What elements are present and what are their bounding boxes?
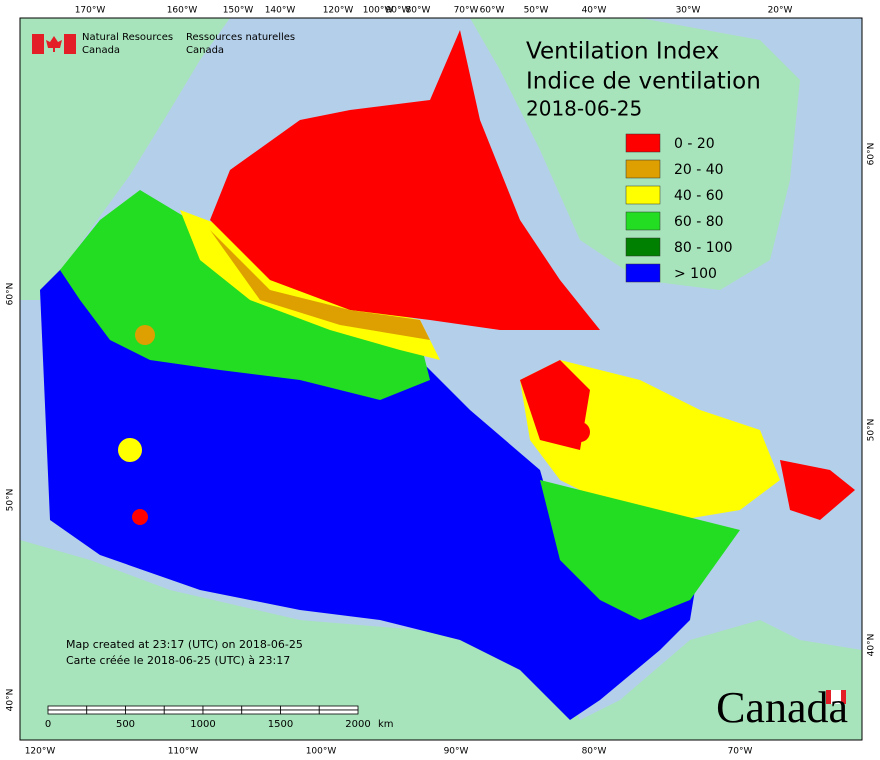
- hotspot: [132, 509, 148, 525]
- graticule-label: 60°W: [480, 6, 505, 16]
- scale-unit: km: [378, 719, 394, 730]
- zone-red-newfoundland: [780, 460, 855, 520]
- title: Indice de ventilation: [526, 69, 761, 95]
- flag-bar: [826, 690, 831, 704]
- scale-tick-label: 500: [116, 719, 135, 730]
- graticule-label: 120°W: [323, 6, 354, 16]
- maple-leaf: [46, 36, 62, 52]
- scale-segment: [241, 705, 281, 711]
- legend-swatch: [625, 263, 661, 283]
- scale-tick-label: 1000: [190, 719, 215, 730]
- graticule-label: 170°W: [75, 6, 106, 16]
- scale-segment: [202, 705, 243, 711]
- legend-swatch: [625, 211, 661, 231]
- scale-segment: [241, 709, 281, 715]
- scale-segment: [280, 705, 320, 711]
- scale-segment: [280, 709, 320, 715]
- scale-segment: [125, 709, 165, 715]
- org-name: Natural Resources: [82, 32, 173, 43]
- graticule-label: 160°W: [167, 6, 198, 16]
- scale-segment: [163, 705, 204, 711]
- graticule-label: 40°N: [867, 634, 877, 657]
- scale-tick-label: 1500: [268, 719, 293, 730]
- zone-red-arctic: [210, 30, 600, 330]
- graticule-label: 100°W: [363, 6, 394, 16]
- graticule-labels: 170°W 160°W 150°W 140°W 120°W 100°W90°W80°W 70…: [6, 6, 877, 757]
- scale-bar: 0 500 1000 1500 2000 km: [45, 705, 394, 730]
- legend-label: 40 - 60: [674, 188, 724, 204]
- alaska: [20, 18, 230, 300]
- legend-swatch: [625, 185, 661, 205]
- scale-tick-label: 2000: [345, 719, 370, 730]
- graticule-label: 60°N: [6, 283, 16, 306]
- scale-segment: [47, 705, 88, 711]
- legend: 0 - 20 20 - 40 40 - 60 60 - 80 80 - 100 > 100: [625, 133, 733, 283]
- wordmark: Canada: [716, 683, 848, 732]
- scale-segment: [86, 709, 126, 715]
- graticule-label: 50°W: [524, 6, 549, 16]
- greenland: [470, 18, 800, 290]
- legend-label: 20 - 40: [674, 162, 724, 178]
- legend-swatch: [625, 237, 661, 257]
- graticule-label: 90°W: [444, 747, 469, 757]
- zone-green-east: [540, 480, 740, 620]
- graticule-label: 40°W: [582, 6, 607, 16]
- graticule-label: 90°W: [386, 6, 411, 16]
- scale-segment: [163, 709, 204, 715]
- scale-segment: [318, 705, 359, 711]
- graticule-label: 50°N: [6, 489, 16, 512]
- graticule-label: 50°N: [867, 419, 877, 442]
- united-states: [20, 540, 862, 740]
- scale-segment: [86, 705, 126, 711]
- graticule-label: 30°W: [676, 6, 701, 16]
- logo: Natural Resources Canada Ressources natu…: [32, 32, 295, 56]
- graticule-label: 20°W: [768, 6, 793, 16]
- wordmark-text: Canada: [716, 683, 848, 732]
- flag-bar: [841, 690, 846, 704]
- org-name: Ressources naturelles: [186, 32, 295, 43]
- graticule-label: 110°W: [168, 747, 199, 757]
- org-country: Canada: [186, 45, 224, 56]
- hotspot: [570, 422, 590, 442]
- graticule-label: 120°W: [25, 747, 56, 757]
- scale-segment: [202, 709, 243, 715]
- scale-segment: [318, 709, 359, 715]
- legend-swatch: [625, 159, 661, 179]
- graticule-label: 140°W: [265, 6, 296, 16]
- org-country: Canada: [82, 45, 120, 56]
- legend-swatch: [625, 133, 661, 153]
- date: 2018-06-25: [526, 97, 642, 121]
- graticule-label: 60°N: [867, 143, 877, 166]
- graticule-label: 70°W: [454, 6, 479, 16]
- graticule-label: 150°W: [223, 6, 254, 16]
- scale-segment: [125, 705, 165, 711]
- legend-label: 60 - 80: [674, 214, 724, 230]
- graticule-label: 80°W: [582, 747, 607, 757]
- graticule-label: 70°W: [728, 747, 753, 757]
- flag-bar: [32, 34, 44, 54]
- graticule-label: 80°W: [406, 6, 431, 16]
- legend-label: 80 - 100: [674, 240, 733, 256]
- map-frame: [19, 17, 863, 741]
- zone-orange-north: [210, 230, 430, 340]
- scale-segment: [47, 709, 88, 715]
- note: Carte créée le 2018-06-25 (UTC) à 23:17: [66, 654, 290, 667]
- note: Map created at 23:17 (UTC) on 2018-06-25: [66, 638, 303, 651]
- flag-bar: [64, 34, 76, 54]
- graticule-label: 100°W: [306, 747, 337, 757]
- legend-label: 0 - 20: [674, 136, 715, 152]
- map: [20, 18, 862, 740]
- scale-tick-label: 0: [45, 719, 51, 730]
- graticule-label: 40°N: [6, 689, 16, 712]
- title: Ventilation Index: [526, 39, 719, 65]
- hotspot: [118, 438, 142, 462]
- legend-label: > 100: [674, 266, 717, 282]
- hotspot: [135, 325, 155, 345]
